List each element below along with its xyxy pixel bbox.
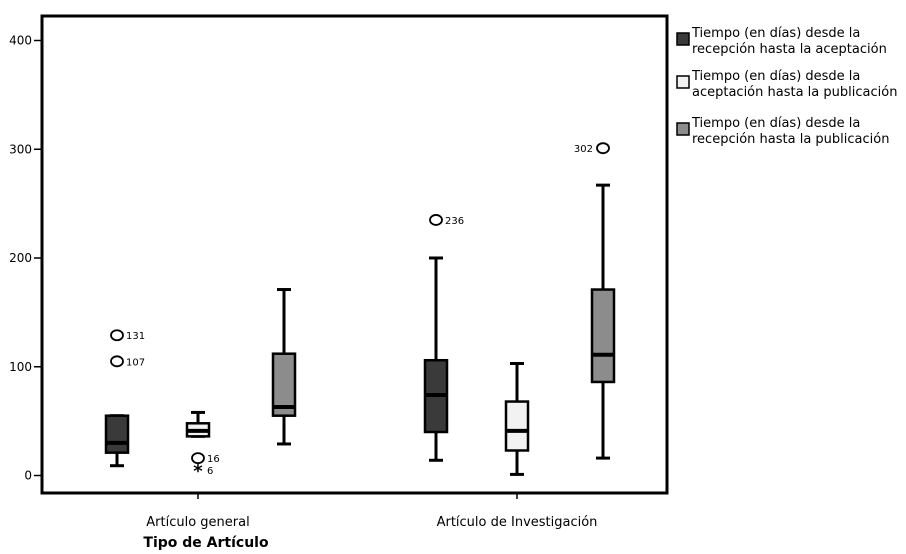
outlier-label: 131	[126, 331, 145, 342]
y-tick-label: 0	[24, 469, 32, 483]
x-category-label: Artículo general	[146, 515, 249, 530]
box-iqr	[504, 400, 530, 452]
box-group: 16 * 6	[185, 410, 220, 482]
legend-label: recepción hasta la aceptación	[692, 42, 887, 57]
legend-label: Tiempo (en días) desde la	[691, 69, 860, 84]
outlier-circle-marker	[110, 355, 124, 368]
y-tick-label: 300	[9, 142, 32, 156]
y-tick-label: 100	[9, 360, 32, 374]
outlier-label: 6	[207, 466, 213, 477]
box-iqr	[104, 414, 130, 454]
y-axis: 0 100 200 300 400	[9, 34, 42, 483]
plot-area	[40, 14, 669, 495]
outlier-circle-marker	[429, 214, 443, 226]
outlier-label: 236	[445, 216, 464, 227]
outlier-label: 302	[574, 144, 593, 155]
x-axis-title: Tipo de Artículo	[143, 535, 269, 551]
x-axis: Artículo general Artículo de Investigació…	[146, 493, 597, 530]
box-group: 302	[574, 142, 616, 460]
outlier-label: 107	[126, 357, 145, 368]
outlier-star-marker: *	[193, 461, 203, 482]
legend-swatch	[676, 32, 690, 46]
x-category-label: Artículo de Investigación	[437, 515, 598, 530]
outlier-circle-marker	[191, 452, 205, 465]
box-group	[504, 361, 530, 476]
outlier-circle-marker	[596, 142, 610, 155]
legend-label: Tiempo (en días) desde la	[691, 116, 860, 131]
box-iqr	[271, 352, 297, 417]
outlier-label: 16	[207, 454, 220, 465]
box-group: 236	[423, 214, 464, 462]
outlier-circle-marker	[110, 329, 124, 342]
legend-label: recepción hasta la publicación	[692, 132, 889, 147]
y-tick-label: 400	[9, 34, 32, 48]
y-tick-label: 200	[9, 251, 32, 265]
box-group: 107 131	[104, 329, 145, 468]
box-group	[271, 288, 297, 446]
legend-label: Tiempo (en días) desde la	[691, 26, 860, 41]
box-iqr	[590, 288, 616, 384]
legend-label: aceptación hasta la publicación	[692, 85, 897, 100]
box-series: 107 131 236 16 * 6 302	[104, 142, 616, 482]
legend-swatch	[676, 122, 690, 136]
legend-swatch	[676, 75, 690, 89]
